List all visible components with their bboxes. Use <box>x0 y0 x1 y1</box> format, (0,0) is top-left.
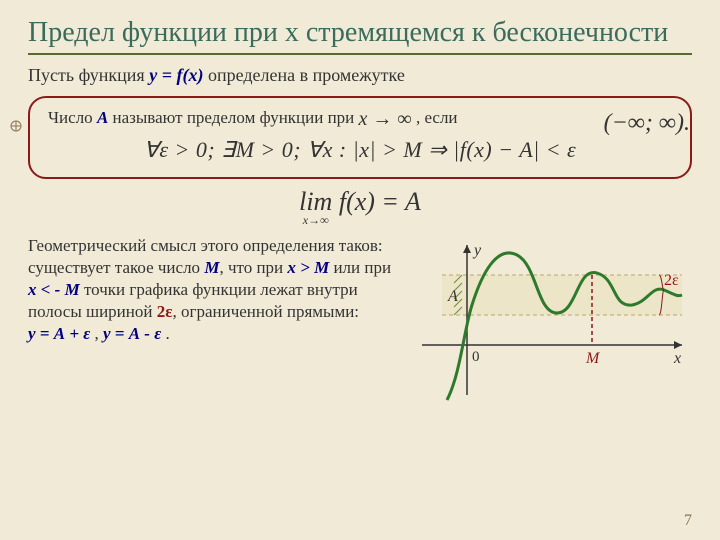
origin-label: 0 <box>472 349 480 365</box>
intro-prefix: Пусть функция <box>28 65 149 85</box>
geom-l2e: , ограниченной прямыми: <box>173 302 360 321</box>
page-title: Предел функции при х стремящемся к беско… <box>28 18 692 55</box>
eps-label: 2ε <box>664 272 679 289</box>
def-prefix: Число <box>48 108 97 127</box>
page-number: 7 <box>684 512 692 530</box>
y-axis-label: y <box>472 242 482 259</box>
geom-l2b: , что при <box>219 258 287 277</box>
x-axis-label: x <box>673 350 681 367</box>
def-suffix: , если <box>416 108 458 127</box>
geom-l2a: существует такое число <box>28 258 204 277</box>
geom-comma: , <box>94 324 103 343</box>
geom-eq1: у = А + ε <box>28 324 94 343</box>
intro-suffix: определена в промежутке <box>203 65 404 85</box>
def-xarrow: x → ∞ <box>359 108 412 131</box>
definition-box: Число А называют пределом функции при x … <box>28 96 692 179</box>
lim-under: x→∞ <box>299 213 332 228</box>
geom-2eps: 2ε <box>157 302 173 321</box>
limit-equation: lim x→∞ f(x) = A <box>28 187 692 217</box>
intro-line: Пусть функция y = f(x) определена в пром… <box>28 65 692 86</box>
geom-l1: Геометрический смысл этого определения т… <box>28 236 383 255</box>
geom-l2c: или при <box>329 258 391 277</box>
geom-M: М <box>204 258 219 277</box>
A-label: A <box>447 288 458 305</box>
geom-dot: . <box>165 324 169 343</box>
geom-eq2: у = А - ε <box>103 324 165 343</box>
M-label: M <box>585 350 601 367</box>
def-formula: ∀ε > 0; ∃M > 0; ∀x : |x| > M ⇒ |f(x) − A… <box>48 137 672 163</box>
def-top-row: Число А называют пределом функции при x … <box>48 108 672 131</box>
geometric-meaning: Геометрический смысл этого определения т… <box>28 235 392 405</box>
lim-word: lim <box>299 187 332 216</box>
def-mid: называют пределом функции при <box>108 108 358 127</box>
bullet-icon <box>10 120 22 132</box>
lim-expr: f(x) = A <box>332 187 421 216</box>
intro-fn: y = f(x) <box>149 65 203 85</box>
def-A: А <box>97 108 108 127</box>
geom-c2: x < - M <box>28 280 80 299</box>
graph-area: y x A 0 M 2ε <box>412 235 692 405</box>
geom-c1: x > M <box>287 258 329 277</box>
